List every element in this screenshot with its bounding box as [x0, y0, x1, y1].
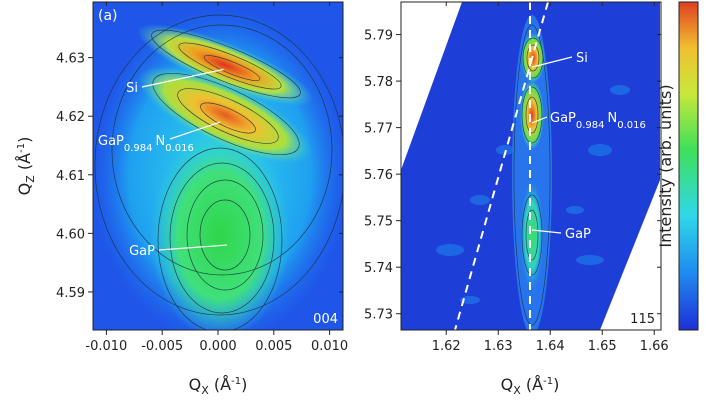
panel-a-y-tick-label: 4.59: [56, 286, 85, 301]
panel-b-peak-label: GaP0.984 N0.016: [550, 111, 646, 131]
panel-a-x-tick-label: 0.010: [311, 339, 348, 354]
panel-a-peak-label: GaP: [129, 244, 155, 259]
panel-a-si-blob: [136, 23, 314, 107]
colorbar: [678, 1, 699, 331]
panel-b-y-tick-label: 5.73: [364, 308, 393, 323]
panel-b-x-axis-label: QX (Å-1): [501, 375, 560, 397]
panel-a-x-tick-label: -0.005: [141, 339, 183, 354]
panel-b-relaxation-line: [454, 1, 549, 331]
panel-b-y-tick-label: 5.79: [364, 29, 393, 44]
panel-a-reflection: 004: [313, 312, 338, 327]
panel-a-gapn-blob: [137, 66, 313, 164]
panel-a: -0.010 -0.005 0.000 0.005 0.010 4.63 4.62 4.61…: [56, 1, 348, 354]
panel-b-annotations: Si GaP0.984 N0.016 GaP: [531, 51, 646, 242]
panel-b-gap-blob: [520, 180, 544, 290]
panel-a-peak-label: GaP0.984 N0.016: [98, 134, 194, 154]
panel-b-gapn-blob: [520, 80, 544, 150]
panel-b-x-tick-label: 1.66: [640, 339, 669, 354]
panel-b-contours: [513, 24, 551, 326]
panel-b-peak-pointer: [531, 56, 573, 68]
panel-a-peak-label: Si: [126, 81, 138, 96]
panel-b-y-tick-label: 5.76: [364, 168, 393, 183]
panel-b-peak-label: GaP: [565, 227, 591, 242]
panel-b-y-tick-label: 5.78: [364, 75, 393, 90]
panel-b-x-tick-label: 1.64: [536, 339, 565, 354]
y-axis-label: QZ (Å-1): [15, 137, 37, 196]
panel-b-map: [401, 2, 660, 330]
colorbar-label: Intensity (arb. units): [656, 84, 675, 247]
panel-a-x-tick-label: 0.005: [255, 339, 292, 354]
panel-a-annotations: Si GaP0.984 N0.016 GaP: [98, 68, 227, 259]
panel-a-y-tick-label: 4.61: [56, 169, 85, 184]
panel-b-label: (b): [406, 8, 426, 24]
panel-b-y-ticks: 5.79 5.78 5.77 5.76 5.75 5.74 5.73: [364, 29, 661, 323]
panel-a-x-tick-label: 0.000: [199, 339, 236, 354]
panel-b-y-tick-label: 5.77: [364, 122, 393, 137]
panel-b-peak-pointer: [531, 229, 562, 234]
panel-a-peak-pointer: [158, 244, 227, 251]
panel-b-reflection: 115: [630, 312, 655, 327]
panel-b-peak-pointer: [531, 116, 548, 124]
panel-a-x-tick-label: -0.010: [85, 339, 127, 354]
panel-b-y-tick-label: 5.75: [364, 215, 393, 230]
panel-a-y-tick-label: 4.60: [56, 227, 85, 242]
panel-a-x-ticks: -0.010 -0.005 0.000 0.005 0.010: [85, 2, 348, 354]
panel-a-y-tick-label: 4.62: [56, 110, 85, 125]
panel-b-x-tick-label: 1.62: [432, 339, 461, 354]
panel-a-x-axis-label: QX (Å-1): [189, 375, 248, 397]
panel-a-y-ticks: 4.63 4.62 4.61 4.60 4.59: [56, 52, 343, 301]
panel-b-frame: [400, 1, 662, 331]
panel-a-peak-pointer: [141, 68, 224, 88]
panel-a-peak-pointer: [169, 121, 221, 140]
panel-b-y-tick-label: 5.74: [364, 261, 393, 276]
panel-a-label: (a): [98, 8, 118, 24]
panel-b-peak-label: Si: [576, 51, 588, 66]
panel-b-x-tick-label: 1.63: [484, 339, 513, 354]
panel-a-map: [93, 2, 343, 330]
panel-a-gap-blob: [150, 130, 290, 330]
panel-b: 1.62 1.63 1.64 1.65 1.66 5.795.785.775.765.7…: [364, 1, 669, 354]
panel-a-contours: [94, 14, 343, 330]
panel-b-x-tick-label: 1.65: [588, 339, 617, 354]
panel-b-x-ticks: 1.62 1.63 1.64 1.65 1.66: [432, 2, 669, 354]
panel-b-noise: [436, 85, 630, 304]
panel-a-y-tick-label: 4.63: [56, 52, 85, 67]
